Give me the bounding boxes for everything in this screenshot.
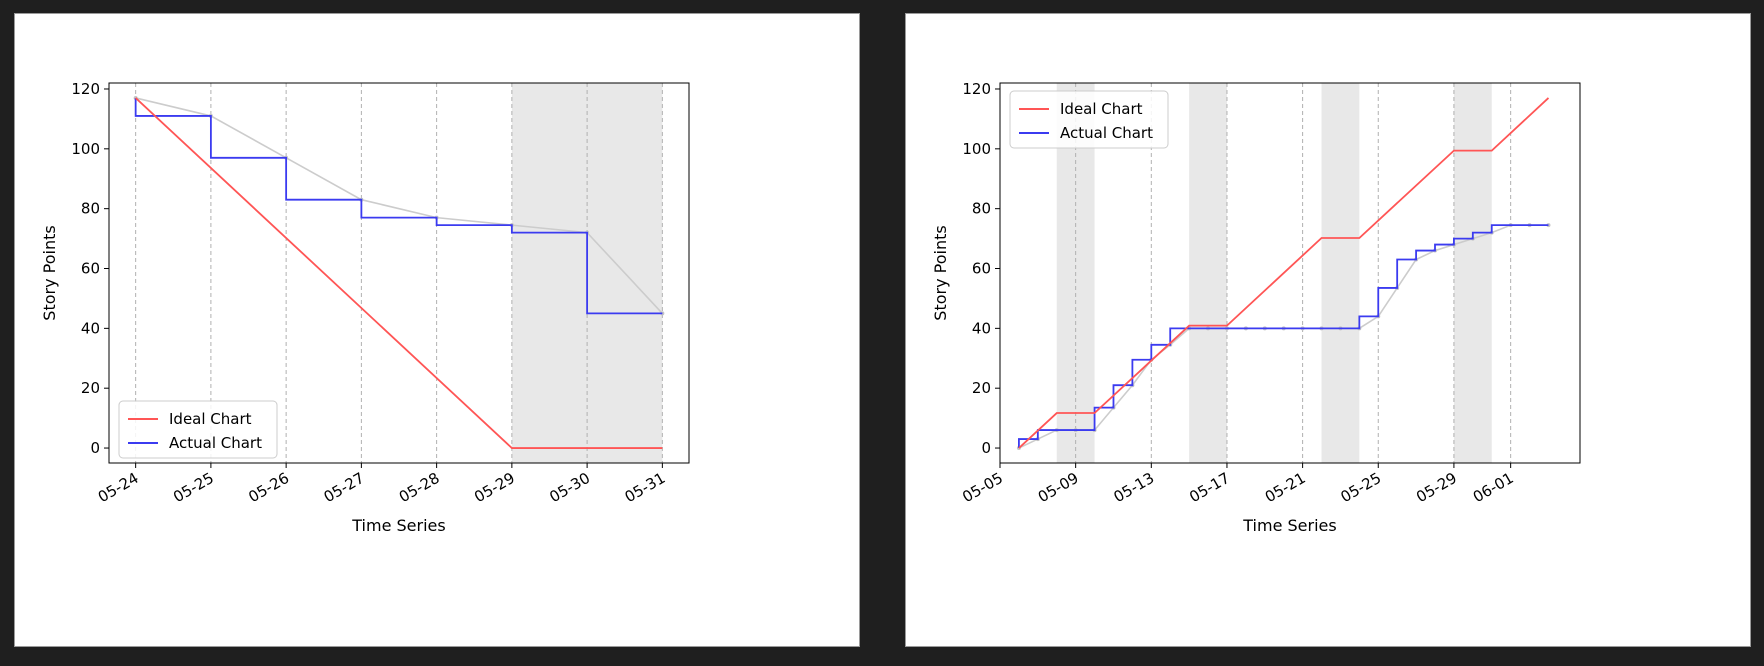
x-tick-label: 05-05 — [959, 469, 1006, 506]
y-tick-label: 100 — [71, 140, 100, 158]
legend-label-1: Actual Chart — [169, 434, 262, 452]
x-axis-label: Time Series — [1242, 516, 1336, 535]
x-tick-label: 05-25 — [170, 469, 217, 506]
non-working-span-2 — [1321, 83, 1360, 463]
y-tick-label: 80 — [81, 200, 100, 218]
x-tick-label: 05-25 — [1338, 469, 1385, 506]
legend-box — [1009, 90, 1169, 149]
x-tick-label: 05-26 — [245, 469, 292, 506]
legend: Ideal Chart Actual Chart — [1009, 90, 1169, 149]
y-tick-label: 20 — [972, 379, 991, 397]
y-tick-label: 120 — [962, 80, 991, 98]
series-line-1 — [134, 97, 663, 315]
x-tick-label: 05-29 — [471, 469, 518, 506]
y-tick-label: 120 — [71, 80, 100, 98]
y-axis-label: Story Points — [931, 225, 950, 320]
y-tick-label: 100 — [962, 140, 991, 158]
y-tick-label: 80 — [972, 200, 991, 218]
plot-frame — [108, 82, 690, 464]
legend-label-1: Actual Chart — [1060, 124, 1153, 142]
y-tick-label: 60 — [972, 260, 991, 278]
x-tick-label: 05-21 — [1262, 469, 1309, 506]
x-tick-label: 05-27 — [321, 469, 368, 506]
legend-label-0: Ideal Chart — [1060, 100, 1143, 118]
x-tick-label: 05-29 — [1413, 469, 1460, 506]
chart-panel-right: 0 20 40 60 80 100 120 05-05 05-09 05-13 05-17 05-21… — [905, 13, 1751, 647]
series-line-0 — [135, 97, 663, 449]
y-tick-label: 40 — [972, 319, 991, 337]
x-axis-label: Time Series — [351, 516, 445, 535]
x-tick-label: 05-09 — [1035, 469, 1082, 506]
x-tick-label: 05-30 — [546, 469, 593, 506]
legend-box — [118, 400, 278, 459]
x-tick-label: 05-17 — [1186, 469, 1233, 506]
y-tick-label: 60 — [81, 260, 100, 278]
legend: Ideal Chart Actual Chart — [118, 400, 278, 459]
x-tick-label: 05-31 — [622, 469, 669, 506]
chart-panel-left: 0 20 40 60 80 100 120 05-24 05-25 05-26 05-27 05-28… — [14, 13, 860, 647]
y-axis-label: Story Points — [40, 225, 59, 320]
burndown-chart: 0 20 40 60 80 100 120 05-24 05-25 05-26 05-27 05-28… — [40, 80, 690, 535]
x-tick-label: 05-24 — [95, 469, 142, 506]
series-line-0 — [1018, 97, 1550, 449]
series-line-2 — [135, 97, 663, 314]
y-tick-label: 0 — [981, 439, 991, 457]
non-working-span-3 — [1453, 83, 1492, 463]
non-working-span-1 — [1189, 83, 1227, 463]
y-tick-label: 20 — [81, 379, 100, 397]
y-tick-label: 0 — [90, 439, 100, 457]
plot-frame — [999, 82, 1581, 464]
y-tick-label: 40 — [81, 319, 100, 337]
x-tick-label: 06-01 — [1470, 469, 1517, 506]
series-line-1 — [1018, 224, 1549, 449]
x-tick-label: 05-13 — [1111, 469, 1158, 506]
legend-label-0: Ideal Chart — [169, 410, 252, 428]
x-tick-label: 05-28 — [396, 469, 443, 506]
burnup-chart: 0 20 40 60 80 100 120 05-05 05-09 05-13 05-17 05-21… — [931, 80, 1581, 535]
